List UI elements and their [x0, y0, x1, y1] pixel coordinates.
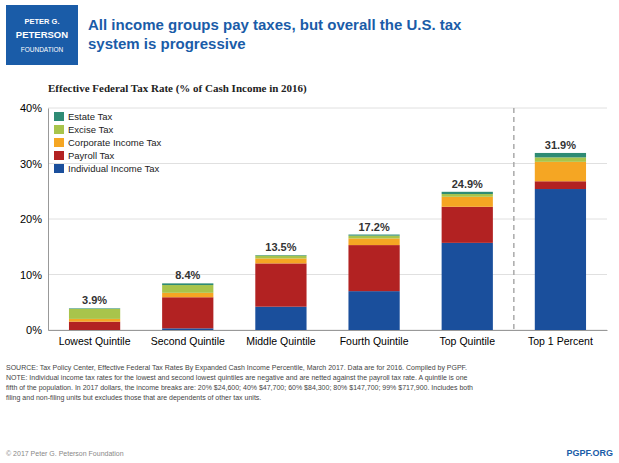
- bar-segment: [162, 293, 213, 297]
- legend-item: Estate Tax: [54, 111, 112, 122]
- bar-segment: [69, 319, 120, 322]
- tick: Fourth Quintile: [340, 335, 409, 347]
- logo-text: PETER G.: [24, 17, 59, 26]
- legend-label: Excise Tax: [68, 124, 113, 135]
- tick-label: 30%: [20, 158, 42, 170]
- bar-segment: [442, 192, 493, 194]
- bar-segment: [535, 189, 586, 330]
- tick: Middle Quintile: [246, 335, 316, 347]
- grid-line: [48, 330, 607, 331]
- bar-segment: [442, 194, 493, 197]
- bar-segment: [348, 291, 399, 330]
- tick: Second Quintile: [151, 335, 225, 347]
- bar-segment: [69, 322, 120, 330]
- y-axis: 0% 10% 20% 30% 40%: [20, 102, 49, 336]
- legend-label: Individual Income Tax: [68, 163, 159, 174]
- separator: [513, 108, 515, 330]
- total-label: 31.9%: [545, 139, 576, 151]
- bar-segment: [255, 255, 306, 257]
- bar-segment: [69, 308, 120, 310]
- bar-segment: [535, 157, 586, 161]
- legend-swatch: [54, 125, 64, 134]
- tick: 30%: [20, 158, 48, 170]
- bar-series: [69, 157, 586, 319]
- bar-segment: [442, 207, 493, 243]
- legend-item: Payroll Tax: [54, 150, 115, 161]
- tick-label: Second Quintile: [151, 335, 225, 347]
- tick: Top Quintile: [440, 335, 496, 347]
- legend-swatch: [54, 151, 64, 160]
- bar-segment: [348, 245, 399, 291]
- legend-item: Corporate Income Tax: [54, 137, 162, 148]
- legend-swatch: [54, 138, 64, 147]
- legend-label: Estate Tax: [68, 111, 112, 122]
- tick-label: 40%: [20, 102, 42, 114]
- axis-line: [48, 109, 49, 331]
- grid-line: [48, 108, 607, 109]
- source-text: SOURCE: Tax Policy Center, Effective Fed…: [6, 364, 473, 402]
- grid-line: [48, 219, 607, 220]
- grid-line: [48, 274, 607, 275]
- bar-segment: [348, 236, 399, 239]
- bar-segment: [535, 181, 586, 189]
- bar-segment: [162, 285, 213, 293]
- tick-label: Top Quintile: [440, 335, 496, 347]
- bar-segment: [348, 235, 399, 236]
- total-label: 17.2%: [358, 221, 389, 233]
- legend-label: Corporate Income Tax: [68, 137, 162, 148]
- bar-segment: [442, 243, 493, 330]
- bar-series: [69, 181, 586, 330]
- copyright: © 2017 Peter G. Peterson Foundation: [6, 450, 124, 457]
- legend-item: Individual Income Tax: [54, 163, 159, 174]
- logo-box: [6, 5, 78, 65]
- chart: PETER G. PETERSON FOUNDATION All income gro…: [0, 0, 619, 463]
- bar-segment: [162, 283, 213, 285]
- total-label: 13.5%: [265, 241, 296, 253]
- tick-label: Middle Quintile: [246, 335, 316, 347]
- title: All income groups pay taxes, but overall…: [88, 16, 462, 52]
- bar-segment: [255, 258, 306, 263]
- tick: 40%: [20, 102, 48, 114]
- tick-label: Lowest Quintile: [59, 335, 131, 347]
- legend-label: Payroll Tax: [68, 150, 115, 161]
- bar-segment: [535, 162, 586, 181]
- logo-text: FOUNDATION: [21, 46, 64, 53]
- tick: Lowest Quintile: [59, 335, 131, 347]
- subtitle: Effective Federal Tax Rate (% of Cash In…: [48, 82, 307, 95]
- bars: [69, 153, 586, 330]
- legend-swatch: [54, 164, 64, 173]
- tick: 0%: [26, 324, 48, 336]
- bar-segment: [255, 307, 306, 330]
- tick-label: 20%: [20, 213, 42, 225]
- site-link: PGPF.ORG: [566, 448, 613, 458]
- bar-segment: [255, 256, 306, 259]
- bar-series: [162, 189, 586, 330]
- tick: Top 1 Percent: [528, 335, 593, 347]
- total-label: 3.9%: [82, 294, 107, 306]
- tick-label: 0%: [26, 324, 42, 336]
- bar-segment: [69, 309, 120, 319]
- grid: [48, 108, 607, 330]
- legend: Estate Tax Excise Tax Corporate Income Tax…: [54, 111, 162, 174]
- bar-segment: [255, 263, 306, 306]
- tick-label: Fourth Quintile: [340, 335, 409, 347]
- x-axis: Lowest Quintile Second Quintile Middle Qui…: [49, 331, 608, 348]
- bar-segment: [442, 197, 493, 207]
- logo-text: PETERSON: [16, 29, 68, 40]
- tick-label: 10%: [20, 269, 42, 281]
- bar-segment: [348, 238, 399, 245]
- tick-label: Top 1 Percent: [528, 335, 593, 347]
- legend-item: Excise Tax: [54, 124, 113, 135]
- legend-swatch: [54, 112, 64, 121]
- axis-line: [49, 330, 608, 331]
- bar-segment: [535, 153, 586, 157]
- bar-segment: [162, 297, 213, 328]
- total-label: 24.9%: [452, 178, 483, 190]
- bar-series: [69, 162, 586, 322]
- tick: 10%: [20, 269, 48, 281]
- bar-segment: [162, 328, 213, 330]
- tick: 20%: [20, 213, 48, 225]
- total-label: 8.4%: [175, 269, 200, 281]
- bar-series: [69, 153, 586, 309]
